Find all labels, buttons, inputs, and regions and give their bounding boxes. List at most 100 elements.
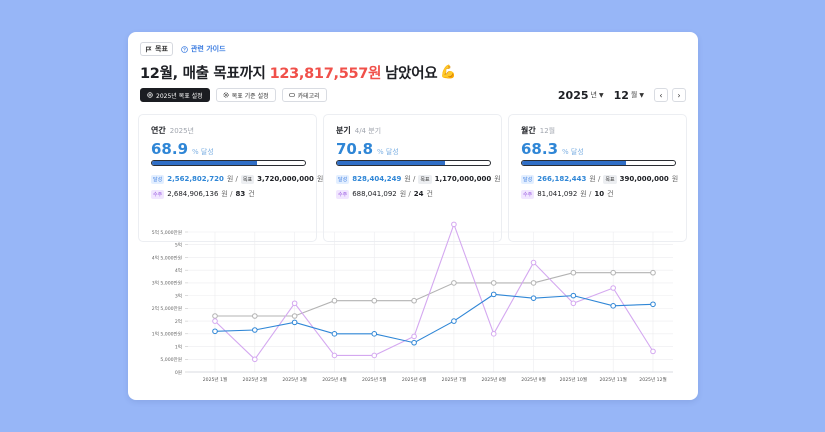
progress-bar xyxy=(336,160,491,166)
stat-title: 월간 12월 xyxy=(521,126,556,135)
data-point-달성 xyxy=(570,292,577,299)
annual-stat-card: 연간 2025년 68.9% 달성 달성 2,562,802,720 원 / 목표… xyxy=(138,114,323,242)
orders-unit: 원 / xyxy=(399,190,411,198)
stat-subtitle: 4/4 분기 xyxy=(354,127,382,135)
achieved-unit: 원 / xyxy=(404,175,416,183)
data-point-수주 xyxy=(610,285,616,291)
achieved-value: 828,404,249 xyxy=(352,175,402,183)
achieved-goal-row: 달성 266,182,443 원 / 목표 390,000,000 원 xyxy=(521,174,678,184)
y-tick-label: 4억 xyxy=(175,267,182,274)
progress-fill xyxy=(337,161,446,165)
chevron-left-icon: ‹ xyxy=(659,90,663,100)
goal-chip-label: 목표 xyxy=(155,45,168,53)
guide-link-label: 관련 가이드 xyxy=(190,45,226,53)
achieved-unit: 원 / xyxy=(589,175,601,183)
data-point-수주 xyxy=(411,333,417,340)
data-point-달성 xyxy=(291,319,298,326)
series-line-목표 xyxy=(215,272,653,317)
orders-count-unit: 건 xyxy=(607,190,614,198)
orders-count: 83 xyxy=(235,190,246,198)
goal-dashboard-card: 목표 관련 가이드 12월, 매출 목표까지 123,817,557원 남았어요… xyxy=(128,32,698,400)
stat-percent: 68.9% 달성 xyxy=(151,140,214,158)
stat-percent: 68.3% 달성 xyxy=(521,140,584,158)
x-tick-label: 2025년 2월 xyxy=(243,376,268,383)
guide-link[interactable]: 관련 가이드 xyxy=(181,44,226,54)
x-tick-label: 2025년 8월 xyxy=(481,376,506,383)
goal-chip[interactable]: 목표 xyxy=(140,42,173,56)
data-point-달성 xyxy=(610,303,616,309)
year-unit: 년 xyxy=(590,91,597,99)
orders-count: 24 xyxy=(413,190,424,198)
data-point-수주 xyxy=(530,259,537,266)
next-month-button[interactable]: › xyxy=(672,88,686,102)
x-tick-label: 2025년 1월 xyxy=(203,376,228,383)
data-point-달성 xyxy=(371,331,378,337)
orders-row: 수주 688,041,092 원 / 24 건 xyxy=(336,189,433,199)
data-point-목표 xyxy=(411,297,417,304)
page-title: 12월, 매출 목표까지 123,817,557원 남았어요 💪 xyxy=(140,62,456,83)
progress-fill xyxy=(152,161,258,165)
orders-tag: 수주 xyxy=(336,189,350,199)
month-select[interactable]: 12 월 ▼ xyxy=(614,89,644,102)
goal-criteria-button[interactable]: 목표 기준 설정 xyxy=(215,88,276,102)
data-point-수주 xyxy=(490,331,497,337)
data-point-목표 xyxy=(451,280,457,286)
goal-criteria-label: 목표 기준 설정 xyxy=(231,92,269,100)
y-tick-label: 3억 xyxy=(175,292,182,299)
set-goal-label: 2025년 목표 설정 xyxy=(156,92,203,100)
quarter-stat-card: 분기 4/4 분기 70.8% 달성 달성 828,404,249 원 / 목표 … xyxy=(323,114,502,242)
prev-month-button[interactable]: ‹ xyxy=(654,88,668,102)
orders-count-unit: 건 xyxy=(426,190,433,198)
date-selector: 2025 년 ▼ 12 월 ▼ ‹ › xyxy=(558,88,686,102)
data-point-수주 xyxy=(331,352,338,359)
achieved-tag: 달성 xyxy=(521,174,535,184)
data-point-목표 xyxy=(212,313,218,319)
achieved-tag: 달성 xyxy=(151,174,165,184)
chevron-right-icon: › xyxy=(677,90,681,100)
headline-suffix: 남았어요 xyxy=(385,66,438,82)
goal-value: 390,000,000 xyxy=(619,175,669,183)
y-tick-label: 1억 5,000만원 xyxy=(152,331,182,338)
data-point-수주 xyxy=(451,221,457,228)
data-point-목표 xyxy=(331,297,338,304)
achieved-goal-row: 달성 828,404,249 원 / 목표 1,170,000,000 원 xyxy=(336,174,501,184)
x-tick-label: 2025년 11월 xyxy=(599,376,626,383)
chevron-down-icon: ▼ xyxy=(639,91,644,99)
set-goal-button[interactable]: 2025년 목표 설정 xyxy=(140,88,210,102)
data-point-달성 xyxy=(252,327,258,333)
flexed-biceps-icon: 💪 xyxy=(440,65,457,80)
target-icon xyxy=(147,92,153,98)
category-label: 카테고리 xyxy=(297,92,320,100)
progress-bar xyxy=(521,160,676,166)
x-tick-label: 2025년 9월 xyxy=(521,376,546,383)
x-tick-label: 2025년 12월 xyxy=(639,376,666,383)
y-tick-label: 3억 5,000만원 xyxy=(152,280,182,287)
goal-tag: 목표 xyxy=(418,174,432,184)
data-point-수주 xyxy=(570,300,577,307)
y-tick-label: 2억 xyxy=(175,318,182,325)
orders-unit: 원 / xyxy=(221,190,233,198)
orders-amount: 2,684,906,136 xyxy=(167,190,219,198)
orders-amount: 81,041,092 xyxy=(537,190,578,198)
data-point-달성 xyxy=(331,331,338,337)
headline-remaining-amount: 123,817,557원 xyxy=(269,66,382,82)
data-point-수주 xyxy=(212,318,218,324)
goal-value: 1,170,000,000 xyxy=(434,175,492,183)
data-point-달성 xyxy=(490,291,497,298)
achieved-goal-row: 달성 2,562,802,720 원 / 목표 3,720,000,000 원 xyxy=(151,174,323,184)
stat-title: 연간 2025년 xyxy=(151,126,194,135)
y-tick-label: 4억 5,000만원 xyxy=(152,254,182,261)
data-point-달성 xyxy=(451,318,457,324)
goal-unit: 원 xyxy=(316,175,324,183)
y-tick-label: 5억 5,000만원 xyxy=(152,229,182,236)
year-select[interactable]: 2025 년 ▼ xyxy=(558,89,604,102)
goal-value: 3,720,000,000 xyxy=(257,175,314,183)
x-tick-label: 2025년 7월 xyxy=(442,376,467,383)
category-button[interactable]: 카테고리 xyxy=(281,88,327,102)
data-point-수주 xyxy=(291,300,298,307)
achieved-value: 2,562,802,720 xyxy=(167,175,224,183)
goal-tag: 목표 xyxy=(240,174,255,184)
series-line-달성 xyxy=(214,293,654,344)
orders-amount: 688,041,092 xyxy=(352,190,397,198)
progress-bar xyxy=(151,160,306,166)
